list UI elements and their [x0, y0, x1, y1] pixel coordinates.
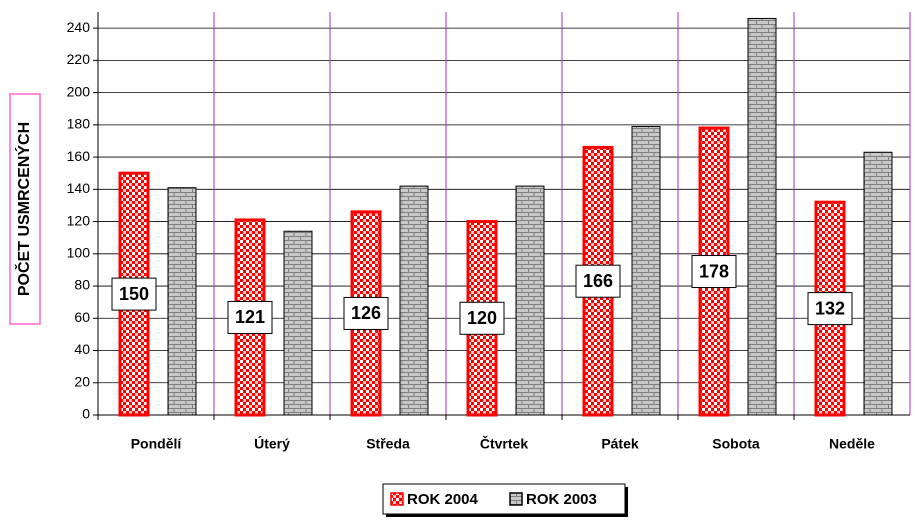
- data-label-box: [459, 301, 505, 335]
- x-tick-label: Sobota: [712, 436, 760, 452]
- y-tick-label: 200: [67, 83, 91, 99]
- x-tick-label: Pondělí: [131, 436, 183, 452]
- data-label: 120: [467, 308, 497, 328]
- bar: [283, 230, 313, 416]
- data-label-box: [691, 255, 737, 289]
- data-label-box: [575, 264, 621, 298]
- y-tick-label: 140: [67, 180, 91, 196]
- legend-swatch: [509, 492, 523, 506]
- bar: [399, 185, 429, 416]
- x-tick-label: Pátek: [601, 436, 639, 452]
- bar: [631, 125, 661, 416]
- y-tick-label: 60: [74, 309, 90, 325]
- x-tick-label: Neděle: [829, 436, 875, 452]
- legend-box: [382, 483, 626, 515]
- data-label-box: [111, 277, 157, 311]
- y-tick-label: 80: [74, 277, 90, 293]
- y-tick-label: 160: [67, 148, 91, 164]
- data-label-box: [227, 300, 273, 334]
- data-label: 150: [119, 284, 149, 304]
- data-label-box: [343, 296, 389, 330]
- y-tick-label: 40: [74, 341, 90, 357]
- y-tick-label: 20: [74, 373, 90, 389]
- bar: [515, 185, 545, 416]
- bar: [863, 151, 893, 416]
- legend-label: ROK 2003: [526, 491, 597, 508]
- y-axis-label: POČET USMRCENÝCH: [14, 122, 33, 296]
- data-label: 166: [583, 271, 613, 291]
- y-tick-label: 0: [82, 406, 90, 422]
- y-tick-label: 220: [67, 51, 91, 67]
- bar: [747, 17, 777, 416]
- data-label-box: [807, 292, 853, 326]
- x-tick-label: Čtvrtek: [480, 435, 528, 452]
- bar: [167, 187, 197, 416]
- y-tick-label: 100: [67, 245, 91, 261]
- x-tick-label: Středa: [366, 436, 410, 452]
- y-tick-label: 180: [67, 116, 91, 132]
- data-label: 178: [699, 261, 729, 281]
- y-tick-label: 120: [67, 212, 91, 228]
- y-label-box: [9, 93, 41, 325]
- x-tick-label: Úterý: [254, 435, 290, 452]
- legend-swatch: [390, 492, 404, 506]
- y-tick-label: 240: [67, 19, 91, 35]
- data-label: 121: [235, 307, 265, 327]
- legend-label: ROK 2004: [407, 491, 479, 508]
- data-label: 132: [815, 298, 845, 318]
- data-label: 126: [351, 303, 381, 323]
